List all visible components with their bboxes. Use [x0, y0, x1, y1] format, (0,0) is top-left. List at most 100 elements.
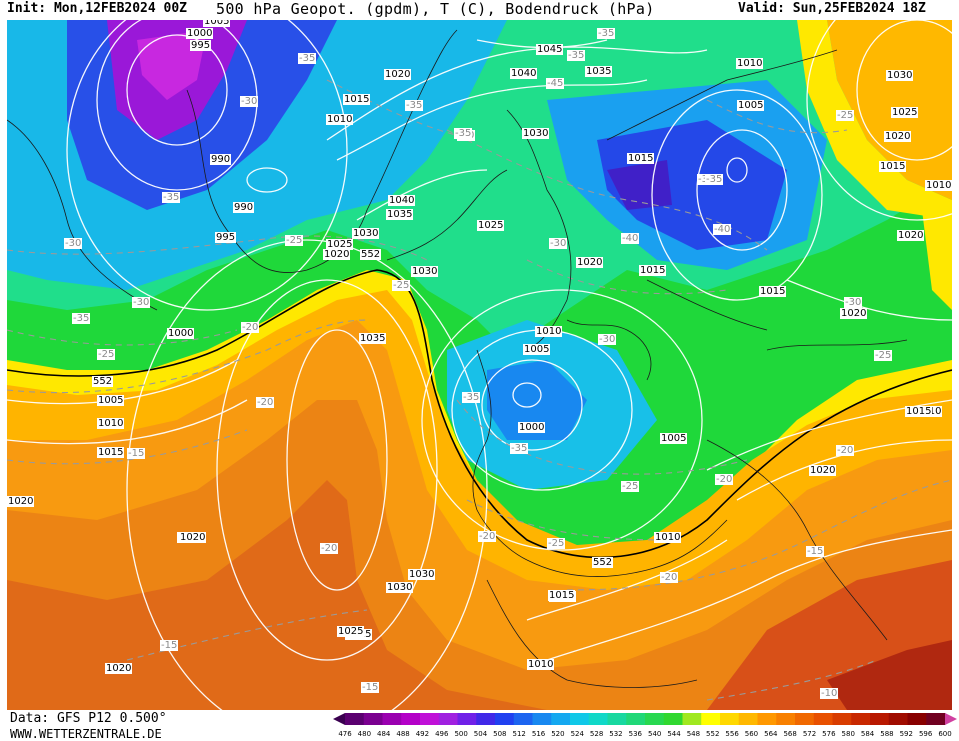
isobars [7, 20, 952, 710]
legend-swatch [438, 713, 458, 725]
isotherm-label: -35 [597, 28, 616, 39]
isobar-label: 1020 [840, 308, 868, 319]
isobar-label: 995 [215, 232, 237, 243]
legend-tick-label: 484 [377, 730, 391, 738]
isobar-label: 1030 [522, 128, 550, 139]
isobar-label: 1035 [359, 333, 387, 344]
isobar-label: 1010 [736, 58, 764, 69]
yellow-ne [797, 20, 952, 220]
legend-tick-label: 556 [725, 730, 739, 738]
legend-tick-label: 512 [512, 730, 526, 738]
isotherm-label: -30 [598, 334, 617, 345]
data-source: Data: GFS P12 0.500° [10, 711, 167, 726]
isobar-label: 1005 [660, 433, 688, 444]
isotherm-label: -25 [621, 481, 640, 492]
legend-swatch [813, 713, 833, 725]
legend-tick-label: 496 [435, 730, 449, 738]
legend-tick-label: 544 [667, 730, 681, 738]
isotherm-label: -10 [820, 688, 839, 699]
blue-cutoff-core [487, 360, 587, 440]
legend-tick-label: 480 [357, 730, 372, 738]
legend-swatch [720, 713, 740, 725]
isobar-label: 1020 [384, 69, 412, 80]
legend-swatch [870, 713, 890, 725]
legend-swatch [757, 713, 777, 725]
isobar-label: 1035 [386, 209, 414, 220]
map-canvas [7, 20, 952, 710]
isobar-label: 1010 [527, 659, 555, 670]
isobar-label: 990 [233, 202, 255, 213]
isobar-label: 1005 [203, 20, 231, 27]
isotherm-label: -35 [162, 192, 181, 203]
isobar-label: 1000 [167, 328, 195, 339]
legend-tick-label: 552 [706, 730, 720, 738]
isobar-label: 1025 [326, 239, 354, 250]
isotherm-label: -25 [97, 349, 116, 360]
isotherm-label: -25 [836, 110, 855, 121]
isotherm-label: -30 [844, 297, 863, 308]
isotherm-label: -35 [72, 313, 91, 324]
legend-tick-label: 560 [744, 730, 759, 738]
isobar-label: 1025 [891, 107, 919, 118]
isobar-label: 1010 [535, 326, 563, 337]
legend-swatch [888, 713, 908, 725]
legend-tick-label: 524 [570, 730, 584, 738]
legend-swatch [851, 713, 871, 725]
legend-tick-label: 532 [609, 730, 623, 738]
isobar-label: 1030 [411, 266, 439, 277]
isobar-label: 1030 [886, 70, 914, 81]
isobar-label: 1020 [179, 532, 207, 543]
isobar-label: 1015 [879, 161, 907, 172]
legend-tick-label: 504 [473, 730, 488, 738]
map-title: 500 hPa Geopot. (gpdm), T (C), Bodendruc… [216, 0, 655, 18]
isotherm-label: -35 [405, 100, 424, 111]
isotherm-label: -30 [240, 96, 259, 107]
legend-tick-label: 536 [628, 730, 642, 738]
isobar-label: 1005 [737, 100, 765, 111]
legend-swatch [457, 713, 477, 725]
legend-swatch [588, 713, 608, 725]
height-contour-label: 552 [360, 249, 382, 260]
legend-tick-label: 584 [860, 730, 875, 738]
isobar-label: 1020 [884, 131, 912, 142]
isobar-label: 1015 [639, 265, 667, 276]
legend-swatch [907, 713, 927, 725]
legend-tick-label: 568 [783, 730, 797, 738]
isotherm-label: -15 [361, 682, 380, 693]
height-contour-label: 552 [592, 557, 614, 568]
legend-swatch [795, 713, 815, 725]
legend-tick-label: 520 [551, 730, 565, 738]
isobar-label: 1000 [518, 422, 546, 433]
isotherm-label: -30 [64, 238, 83, 249]
isobar-label: 1020 [105, 663, 133, 674]
legend-tick-label: 576 [822, 730, 836, 738]
isobar-label: 1015 [343, 94, 371, 105]
isobar-label: 1015 [627, 153, 655, 164]
legend-tick-label: 596 [918, 730, 933, 738]
legend-tick-label: 540 [647, 730, 662, 738]
isotherm-label: -20 [715, 474, 734, 485]
isotherm-label: -40 [621, 233, 640, 244]
legend-swatch [513, 713, 533, 725]
legend-swatch [701, 713, 721, 725]
legend-swatch [645, 713, 665, 725]
legend-swatch [532, 713, 552, 725]
isobar-label: 1030 [352, 228, 380, 239]
isobar-label: 1045 [536, 44, 564, 55]
isotherm-label: -40 [713, 224, 732, 235]
legend-tick-label: 528 [589, 730, 604, 738]
legend-swatch [420, 713, 440, 725]
deep-blue-east [597, 120, 787, 250]
legend-tick-label: 564 [764, 730, 778, 738]
isobar-label: 1015 [759, 286, 787, 297]
yellow-east-edge [922, 200, 952, 310]
isobar-label: 1025 [477, 220, 505, 231]
legend-swatch [476, 713, 496, 725]
isobar-label: 1010 [326, 114, 354, 125]
isobar-label: 1015 [548, 590, 576, 601]
isotherm-label: -30 [549, 238, 568, 249]
valid-time: Valid: Sun,25FEB2024 18Z [738, 1, 926, 16]
isobar-label: 1040 [388, 195, 416, 206]
legend-swatch [345, 713, 365, 725]
isotherm-label: -20 [836, 445, 855, 456]
